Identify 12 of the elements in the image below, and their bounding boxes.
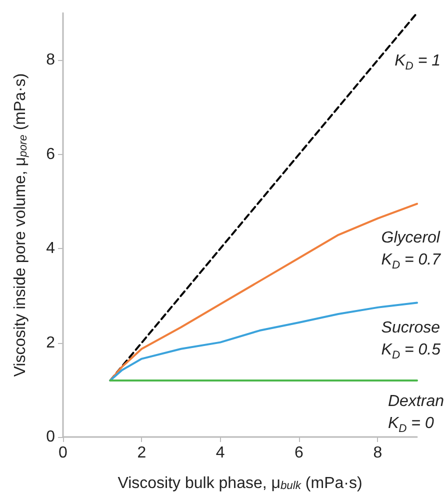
x-tick-label: 0 xyxy=(58,444,68,462)
x-tick-label: 2 xyxy=(137,444,146,462)
y-tick-label: 8 xyxy=(46,52,56,69)
y-tick-label: 4 xyxy=(46,240,56,258)
y-tick-label: 6 xyxy=(46,146,56,163)
x-tick-label: 8 xyxy=(373,444,382,462)
y-tick-label: 0 xyxy=(46,428,56,446)
x-tick-label: 4 xyxy=(216,444,225,462)
y-axis-title: Viscosity inside pore volume, μpore (mPa·s) xyxy=(12,73,30,377)
x-tick-label: 6 xyxy=(294,444,304,462)
y-tick-label: 2 xyxy=(46,334,56,352)
x-axis-title: Viscosity bulk phase, μbulk (mPa·s) xyxy=(118,474,362,492)
